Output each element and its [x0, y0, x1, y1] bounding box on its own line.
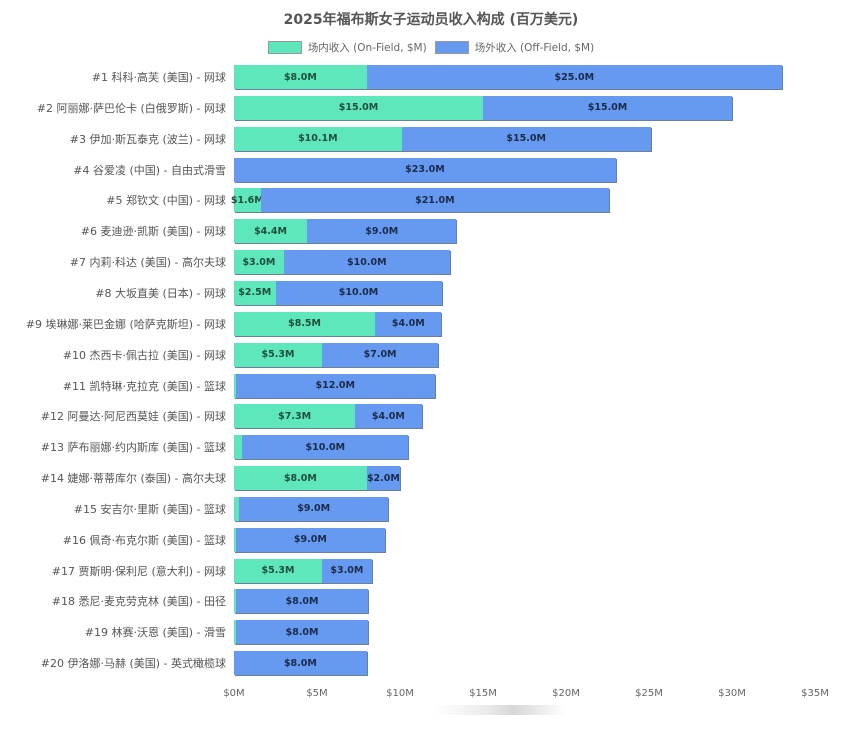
bar-row[interactable]: $8.0M $2.0M: [234, 466, 400, 491]
y-axis-label: #16 佩奇·布克尔斯 (美国) - 篮球: [62, 533, 226, 547]
bar-row[interactable]: $5.3M $3.0M: [234, 558, 372, 583]
bar-segment-off-field[interactable]: $10.0M: [283, 250, 450, 275]
bar-segment-off-field[interactable]: $3.0M: [321, 558, 372, 583]
bar-segment-off-field[interactable]: $8.0M: [234, 651, 367, 676]
bar-segment-off-field[interactable]: $15.0M: [483, 95, 732, 120]
legend-label-on-field: 场内收入 (On-Field, $M): [307, 42, 427, 54]
bar-segment-on-field[interactable]: [234, 435, 243, 460]
bar-segment-off-field[interactable]: $8.0M: [235, 589, 369, 614]
bar-row[interactable]: $7.3M $4.0M: [234, 404, 422, 429]
bar-segment-on-field[interactable]: $1.6M: [231, 188, 264, 213]
legend-item-on-field[interactable]: 场内收入 (On-Field, $M): [267, 40, 427, 55]
bar-segment-off-field[interactable]: $10.0M: [275, 280, 442, 305]
bar-segment-off-field[interactable]: $7.0M: [321, 342, 439, 367]
bar-row[interactable]: $8.0M $25.0M: [234, 65, 782, 89]
bar-segment-on-field[interactable]: [234, 527, 236, 552]
bar-segment-on-field[interactable]: $5.3M: [234, 342, 322, 367]
x-axis-tick-label: $5M: [306, 688, 328, 699]
legend-item-off-field[interactable]: 场外收入 (Off-Field, $M): [434, 40, 595, 55]
x-axis-tick-label: $0M: [223, 688, 245, 699]
bar-segment-on-field[interactable]: $4.4M: [234, 219, 308, 244]
bar-row[interactable]: $4.4M $9.0M: [234, 219, 457, 244]
y-axis-label: #17 贾斯明·保利尼 (意大利) - 网球: [51, 564, 226, 578]
bar-segment-on-field[interactable]: $10.1M: [234, 126, 402, 151]
bar-row[interactable]: $9.0M: [234, 496, 389, 521]
x-axis-tick-label: $30M: [718, 688, 746, 699]
bar-row[interactable]: $5.3M $7.0M: [234, 342, 439, 367]
bar-segment-off-field[interactable]: $25.0M: [366, 65, 782, 89]
chart-title: 2025年福布斯女子运动员收入构成 (百万美元): [283, 12, 579, 28]
bar-segment-off-field[interactable]: $8.0M: [235, 620, 369, 645]
bar-segment-on-field[interactable]: $2.5M: [234, 280, 276, 305]
y-axis-label: #2 阿丽娜·萨巴伦卡 (白俄罗斯) - 网球: [36, 101, 226, 115]
x-axis-tick-label: $35M: [801, 688, 829, 699]
bar-row[interactable]: $3.0M $10.0M: [234, 250, 450, 275]
bar-row[interactable]: $8.0M: [234, 620, 369, 645]
bar-row[interactable]: $12.0M: [234, 373, 435, 398]
y-axis-label: #1 科科·高芙 (美国) - 网球: [91, 71, 226, 84]
bar-row[interactable]: $2.5M $10.0M: [234, 280, 442, 305]
x-axis-tick-label: $20M: [552, 688, 580, 699]
bar-segment-on-field[interactable]: $15.0M: [234, 95, 483, 120]
plot-area: $8.0M $25.0M $15.0M $15.0M $10.1M $15.0M $23.0…: [231, 61, 816, 678]
chart-legend: 场内收入 (On-Field, $M) 场外收入 (Off-Field, $M): [0, 40, 862, 55]
y-axis-label: #4 谷爱凌 (中国) - 自由式滑雪: [73, 163, 226, 177]
y-axis-label: #6 麦迪逊·凯斯 (美国) - 网球: [80, 225, 226, 239]
y-axis-label: #10 杰西卡·佩古拉 (美国) - 网球: [62, 348, 226, 362]
bar-row[interactable]: $1.6M $21.0M: [231, 188, 610, 213]
bar-segment-off-field[interactable]: $4.0M: [355, 404, 422, 429]
bar-segment-off-field[interactable]: $9.0M: [235, 527, 386, 552]
bar-segment-on-field[interactable]: [234, 620, 236, 645]
bar-segment-off-field[interactable]: $9.0M: [307, 219, 457, 244]
x-axis-tick-label: $15M: [469, 688, 497, 699]
bar-segment-off-field[interactable]: $23.0M: [234, 157, 616, 182]
y-axis-label: #13 萨布丽娜·约内斯库 (美国) - 篮球: [40, 441, 226, 455]
bar-segment-on-field[interactable]: [234, 589, 236, 614]
bar-row[interactable]: $8.0M: [234, 651, 367, 676]
y-axis-label: #19 林赛·沃恩 (美国) - 滑雪: [84, 626, 226, 640]
bar-row[interactable]: $8.0M: [234, 589, 369, 614]
bar-segment-off-field[interactable]: $15.0M: [401, 126, 651, 151]
legend-swatch-off-field: [434, 41, 469, 54]
y-axis-label: #8 大坂直美 (日本) - 网球: [95, 286, 226, 300]
bar-row[interactable]: $10.0M: [234, 435, 409, 460]
bar-segment-off-field[interactable]: $2.0M: [366, 466, 400, 491]
legend-swatch-on-field: [267, 41, 302, 54]
bar-segment-off-field[interactable]: $10.0M: [242, 435, 409, 460]
bar-segment-on-field[interactable]: [234, 496, 239, 521]
bar-row[interactable]: $15.0M $15.0M: [234, 95, 732, 120]
legend-label-off-field: 场外收入 (Off-Field, $M): [474, 42, 595, 54]
y-axis-label: #3 伊加·斯瓦泰克 (波兰) - 网球: [69, 132, 226, 146]
y-axis-label: #11 凯特琳·克拉克 (美国) - 篮球: [62, 379, 226, 393]
y-axis-label: #9 埃琳娜·莱巴金娜 (哈萨克斯坦) - 网球: [25, 317, 226, 331]
y-axis-label: #12 阿曼达·阿尼西莫娃 (美国) - 网球: [40, 410, 226, 424]
x-axis-tick-label: $10M: [386, 688, 414, 699]
bar-segment-on-field[interactable]: $5.3M: [234, 558, 322, 583]
bar-row[interactable]: $9.0M: [234, 527, 386, 552]
bar-row[interactable]: $23.0M: [234, 157, 616, 182]
x-axis-tick-label: $25M: [635, 688, 663, 699]
y-axis-label: #5 郑钦文 (中国) - 网球: [106, 194, 226, 208]
bar-row[interactable]: $10.1M $15.0M: [234, 126, 651, 151]
y-axis-label: #15 安吉尔·里斯 (美国) - 篮球: [73, 502, 226, 516]
bar-segment-on-field[interactable]: $8.5M: [234, 311, 376, 336]
horizontal-scrollbar[interactable]: [434, 705, 566, 715]
bar-segment-off-field[interactable]: $12.0M: [235, 373, 435, 398]
y-axis-label: #18 悉尼·麦克劳克林 (美国) - 田径: [51, 595, 226, 609]
y-axis-label: #20 伊洛娜·马赫 (美国) - 英式橄榄球: [40, 657, 226, 671]
bar-segment-off-field[interactable]: $21.0M: [260, 188, 610, 213]
bar-segment-on-field[interactable]: $8.0M: [234, 466, 367, 491]
bar-segment-off-field[interactable]: $4.0M: [375, 311, 442, 336]
bar-segment-on-field[interactable]: $7.3M: [234, 404, 356, 429]
bar-segment-on-field[interactable]: [234, 373, 236, 398]
y-axis-label: #14 婕娜·蒂蒂库尔 (泰国) - 高尔夫球: [40, 472, 226, 486]
bar-row[interactable]: $8.5M $4.0M: [234, 311, 442, 336]
bar-segment-on-field[interactable]: $3.0M: [234, 250, 284, 275]
bar-segment-off-field[interactable]: $9.0M: [238, 496, 389, 521]
y-axis-label: #7 内莉·科达 (美国) - 高尔夫球: [69, 256, 226, 270]
bar-segment-on-field[interactable]: $8.0M: [234, 65, 367, 89]
